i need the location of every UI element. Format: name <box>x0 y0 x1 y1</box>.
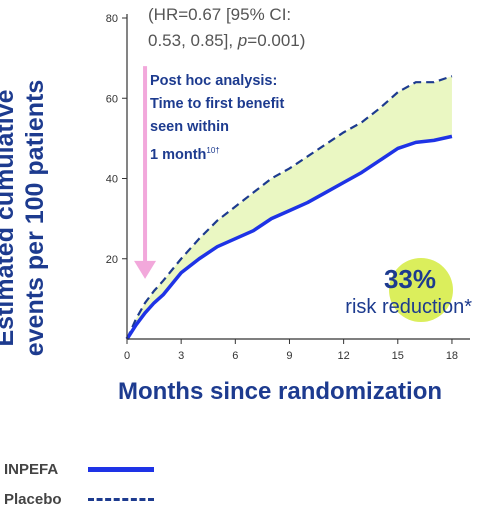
y-axis-title: Estimated cumulative events per 100 pati… <box>0 79 49 357</box>
series-line-inpefa <box>125 134 453 340</box>
x-tick-label: 12 <box>338 350 350 360</box>
hr-line-2: 0.53, 0.85], p=0.001) <box>148 28 378 54</box>
y-tick-label: 20 <box>106 254 118 266</box>
legend-swatch-placebo <box>88 497 154 501</box>
annotation-line-2: Time to first benefit <box>150 96 285 112</box>
hr-p-symbol: p <box>237 31 248 50</box>
arrow-head <box>134 260 157 279</box>
x-tick-label: 15 <box>392 350 404 360</box>
x-tick-label: 3 <box>178 350 184 360</box>
hr-p-value: =0.001) <box>247 31 306 50</box>
y-tick-label: 80 <box>106 13 118 25</box>
legend-label-placebo: Placebo <box>4 490 62 508</box>
hr-line-1: (HR=0.67 [95% CI: <box>148 5 292 24</box>
legend-label-inpefa: INPEFA <box>4 460 59 478</box>
legend-item-placebo: Placebo <box>4 484 154 514</box>
x-axis-title: Months since randomization <box>118 378 443 405</box>
annotation-superscript: 10† <box>206 146 220 155</box>
risk-reduction-label: risk reduction* <box>345 296 472 318</box>
y-tick-label: 40 <box>106 174 118 186</box>
hazard-ratio-text: (HR=0.67 [95% CI: 0.53, 0.85], p=0.001) <box>148 2 378 54</box>
annotation-line-1: Post hoc analysis: <box>150 73 278 89</box>
legend: INPEFA Placebo <box>4 454 154 514</box>
shaded-difference-area <box>127 76 452 340</box>
annotation-line-4: 1 month10† <box>150 139 320 167</box>
y-tick-label: 60 <box>106 93 118 105</box>
x-tick-label: 6 <box>232 350 238 360</box>
risk-reduction-bubble <box>389 258 453 322</box>
risk-reduction-value: 33% <box>383 264 437 294</box>
x-tick-label: 9 <box>286 350 292 360</box>
x-tick-label: 18 <box>446 350 458 360</box>
hr-ci-text: 0.53, 0.85], <box>148 31 238 50</box>
annotation-last-line: 1 month <box>150 147 207 163</box>
series-line-placebo <box>125 75 453 340</box>
legend-item-inpefa: INPEFA <box>4 454 154 484</box>
legend-swatch-inpefa <box>88 466 154 472</box>
chart-plot: 20 40 60 80 0 3 6 9 12 15 18 <box>106 13 470 360</box>
annotation-line-3: seen within <box>150 119 229 135</box>
x-tick-label: 0 <box>124 350 130 360</box>
post-hoc-annotation: Post hoc analysis: Time to first benefit… <box>150 70 320 167</box>
